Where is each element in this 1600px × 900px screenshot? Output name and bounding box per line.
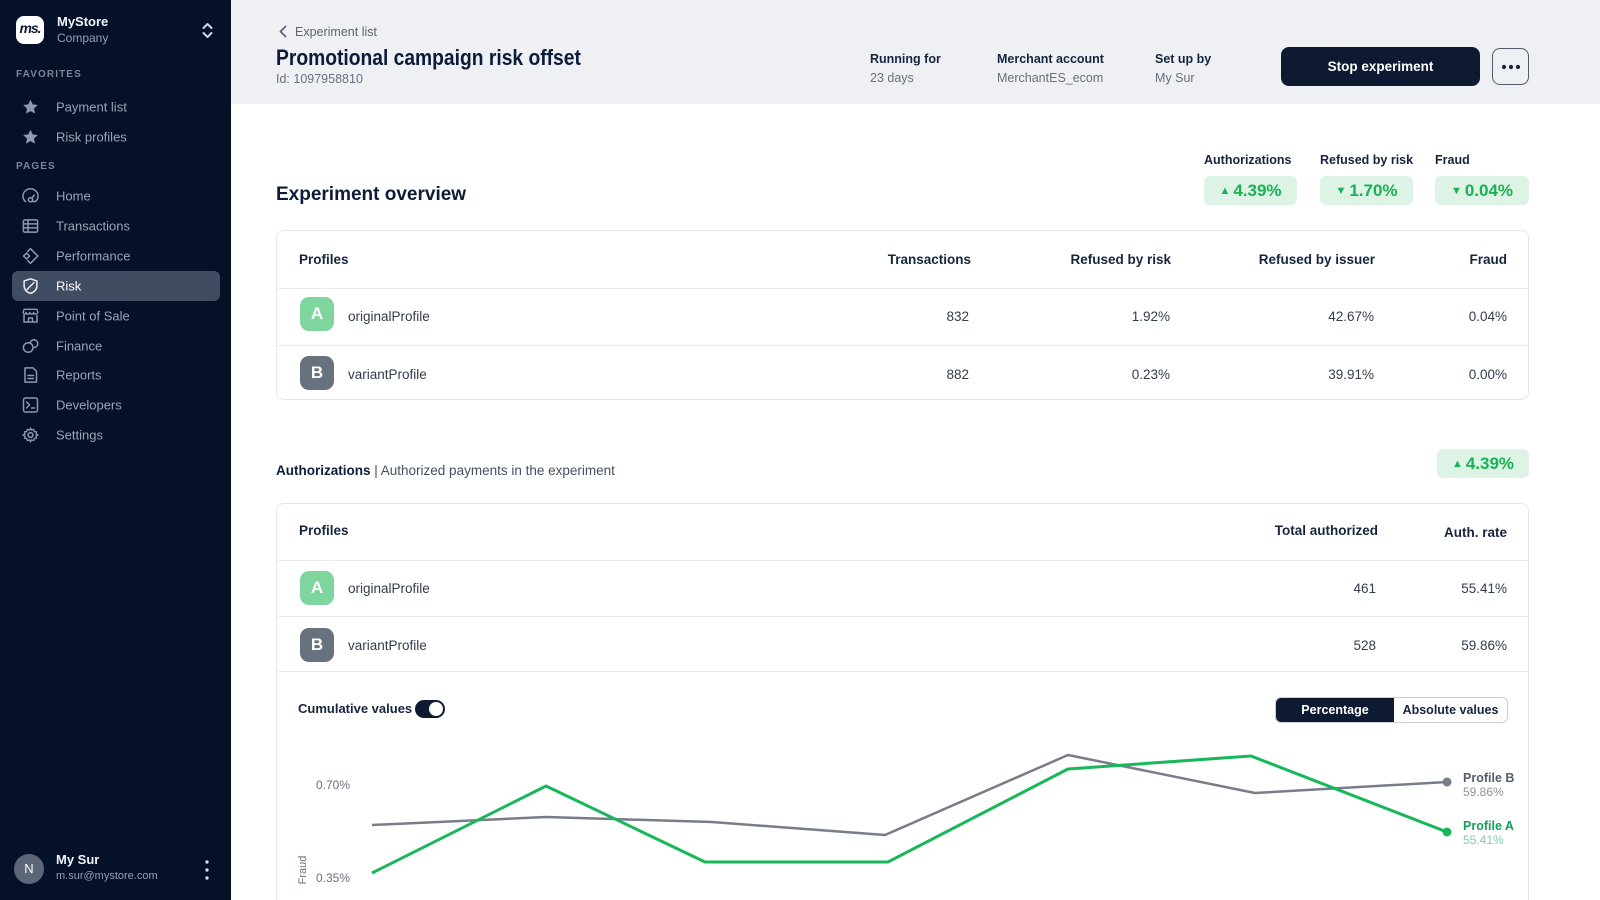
svg-text:Profile A: Profile A [1463,819,1514,833]
svg-text:0.70%: 0.70% [316,778,350,792]
svg-text:Fraud: Fraud [297,856,309,885]
svg-text:55.41%: 55.41% [1463,833,1504,847]
svg-text:Profile B: Profile B [1463,771,1514,785]
svg-text:0.35%: 0.35% [316,871,350,885]
svg-text:59.86%: 59.86% [1463,785,1504,799]
